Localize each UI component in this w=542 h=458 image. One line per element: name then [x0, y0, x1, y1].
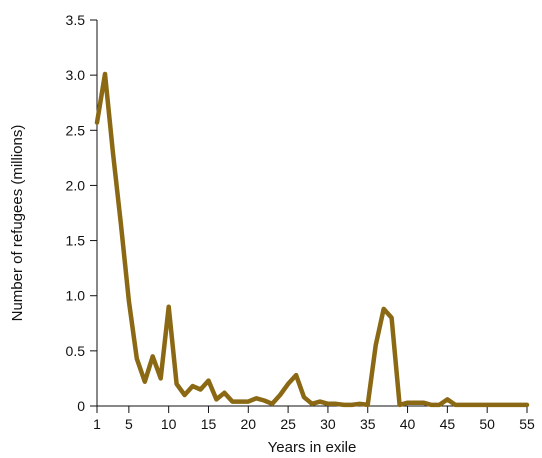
data-point [399, 404, 401, 406]
data-point [494, 404, 496, 406]
data-point [391, 317, 393, 319]
x-tick-label: 10 [161, 416, 177, 432]
data-point [271, 403, 273, 405]
data-point [351, 404, 353, 406]
y-tick-label: 0 [77, 398, 85, 414]
data-point [335, 403, 337, 405]
data-point [200, 389, 201, 390]
x-tick-label: 50 [479, 416, 495, 432]
data-point [510, 404, 512, 406]
data-point [462, 404, 464, 406]
series-line [94, 71, 530, 408]
data-point [263, 400, 265, 401]
data-point [423, 402, 424, 404]
data-point [526, 404, 528, 406]
data-point [136, 358, 138, 360]
x-axis-title: Years in exile [268, 439, 357, 456]
data-point [327, 403, 329, 405]
data-point [215, 398, 217, 400]
data-point [430, 404, 432, 406]
data-point [128, 300, 130, 302]
data-point [239, 401, 241, 403]
data-point [478, 404, 480, 406]
data-point [104, 73, 106, 75]
data-point [247, 401, 249, 403]
y-axis: 0 0.5 1.0 1.5 2.0 2.5 3.0 3.5 [66, 12, 98, 414]
data-point [311, 403, 313, 405]
data-point [502, 404, 504, 406]
data-point [287, 383, 289, 385]
data-point [176, 383, 178, 385]
data-point [375, 344, 377, 346]
data-point [518, 404, 520, 406]
y-axis-title: Number of refugees (millions) [9, 125, 26, 322]
data-point [343, 404, 345, 406]
x-tick-label: 55 [519, 416, 535, 432]
data-point [319, 401, 321, 403]
y-tick-label: 1.0 [66, 288, 86, 304]
y-tick-label: 1.5 [66, 233, 86, 249]
data-point [303, 396, 305, 398]
data-point [168, 306, 170, 308]
data-point [184, 394, 186, 396]
series-layer [94, 71, 530, 408]
x-tick-label: 20 [241, 416, 257, 432]
data-point [112, 151, 114, 153]
data-point [255, 397, 257, 399]
data-point [446, 398, 448, 400]
data-point [486, 404, 488, 406]
data-point [367, 404, 369, 406]
data-point [295, 374, 297, 376]
data-point [454, 404, 456, 406]
data-point [96, 122, 98, 124]
y-tick-label: 2.0 [66, 177, 86, 193]
data-point [192, 385, 194, 387]
data-point [144, 381, 146, 383]
x-tick-label: 15 [201, 416, 217, 432]
data-point [279, 394, 281, 396]
data-point [359, 403, 361, 405]
y-tick-label: 3.0 [66, 67, 86, 83]
data-point [160, 377, 162, 379]
data-point [231, 401, 233, 403]
x-tick-label: 45 [440, 416, 456, 432]
data-point [208, 380, 209, 382]
x-tick-label: 30 [320, 416, 336, 432]
data-point [223, 392, 225, 394]
data-point [415, 402, 416, 404]
y-tick-label: 0.5 [66, 343, 86, 359]
x-tick-label: 5 [125, 416, 133, 432]
data-point [407, 402, 409, 404]
x-tick-label: 1 [93, 416, 101, 432]
y-tick-label: 2.5 [66, 122, 86, 138]
x-axis: 1 5 10 15 20 25 30 35 40 45 50 55 [93, 405, 535, 432]
data-point [470, 404, 472, 406]
data-point [120, 223, 122, 225]
x-tick-label: 25 [280, 416, 296, 432]
x-tick-label: 40 [400, 416, 416, 432]
data-point [438, 404, 440, 406]
data-point [152, 355, 154, 357]
y-tick-label: 3.5 [66, 12, 86, 28]
x-tick-label: 35 [360, 416, 376, 432]
data-point [383, 308, 385, 310]
